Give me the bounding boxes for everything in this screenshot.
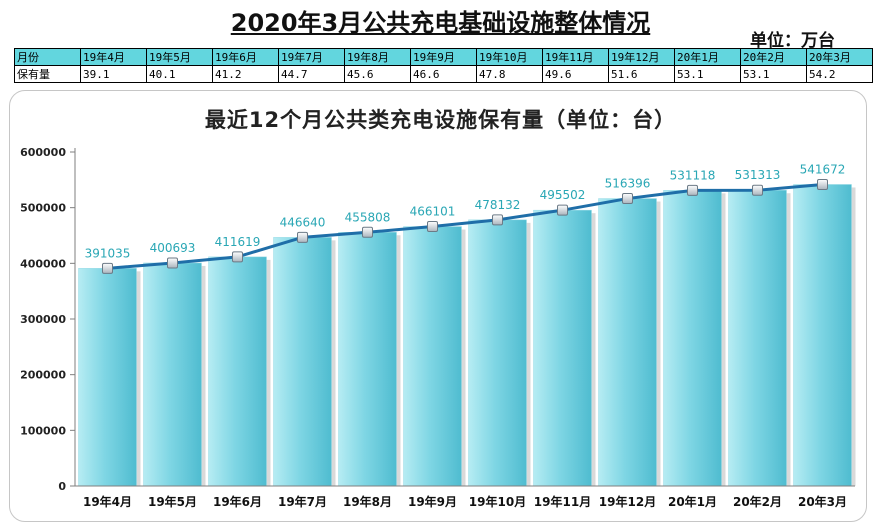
summary-value-cell: 46.6 xyxy=(410,65,477,83)
x-tick-label: 19年4月 xyxy=(83,494,132,509)
chart-title: 最近12个月公共类充电设施保有量（单位：台） xyxy=(204,108,677,132)
summary-value-cell: 40.1 xyxy=(146,65,213,83)
summary-value-cell: 47.8 xyxy=(476,65,543,83)
data-label: 478132 xyxy=(475,198,521,212)
bar-19年5月 xyxy=(143,262,202,487)
summary-value-cell: 44.7 xyxy=(278,65,345,83)
line-marker xyxy=(817,178,828,190)
line-marker xyxy=(167,257,178,269)
bar-20年2月 xyxy=(728,189,787,487)
bar-19年4月 xyxy=(78,268,137,487)
y-tick-label: 200000 xyxy=(20,369,66,382)
trend-line xyxy=(107,182,823,270)
y-tick-label: 600000 xyxy=(20,146,66,159)
data-label: 391035 xyxy=(85,246,131,260)
bar-19年7月 xyxy=(273,237,332,487)
bar-20年1月 xyxy=(663,190,722,487)
line-marker xyxy=(427,221,438,233)
summary-month-cell: 19年11月 xyxy=(542,48,609,66)
bar-19年8月 xyxy=(338,232,397,487)
data-label: 531313 xyxy=(735,168,781,182)
line-marker xyxy=(232,251,243,263)
data-label: 516396 xyxy=(605,177,651,191)
bar-19年11月 xyxy=(533,209,592,487)
line-marker xyxy=(492,214,503,226)
y-tick-label: 500000 xyxy=(20,202,66,215)
unit-label: 单位：万台 xyxy=(750,31,835,51)
bar-19年9月 xyxy=(403,226,462,487)
data-label: 495502 xyxy=(540,188,586,202)
summary-value-cell: 41.2 xyxy=(212,65,279,83)
summary-value-cell: 54.2 xyxy=(806,65,873,83)
data-label: 411619 xyxy=(215,235,261,249)
x-tick-label: 19年11月 xyxy=(534,494,591,509)
summary-value-cell: 39.1 xyxy=(80,65,147,83)
x-tick-label: 20年1月 xyxy=(668,494,717,509)
summary-month-row: 月份 19年4月 19年5月 19年6月 19年7月 19年8月 19年9月 1… xyxy=(14,48,873,66)
x-tick-label: 20年2月 xyxy=(733,494,782,509)
line-marker xyxy=(752,184,763,196)
summary-value-cell: 45.6 xyxy=(344,65,411,83)
summary-month-cell: 19年5月 xyxy=(146,48,213,66)
summary-table: 月份 19年4月 19年5月 19年6月 19年7月 19年8月 19年9月 1… xyxy=(14,48,873,83)
data-label: 541672 xyxy=(800,162,846,176)
line-marker xyxy=(297,231,308,243)
y-tick-label: 100000 xyxy=(20,424,66,437)
x-tick-label: 19年6月 xyxy=(213,494,262,509)
data-label: 400693 xyxy=(150,241,196,255)
data-label: 455808 xyxy=(345,210,391,224)
line-marker xyxy=(622,193,633,205)
x-tick-label: 19年12月 xyxy=(599,494,656,509)
bar-19年12月 xyxy=(598,198,657,487)
summary-value-row: 保有量 39.1 40.1 41.2 44.7 45.6 46.6 47.8 4… xyxy=(14,65,873,83)
data-label: 446640 xyxy=(280,215,326,229)
x-tick-label: 19年10月 xyxy=(469,494,526,509)
x-tick-label: 19年8月 xyxy=(343,494,392,509)
line-marker xyxy=(557,204,568,216)
line-marker xyxy=(102,262,113,274)
x-tick-label: 20年3月 xyxy=(798,494,847,509)
data-label: 531118 xyxy=(670,168,716,182)
bar-20年3月 xyxy=(793,184,852,487)
summary-row-label: 保有量 xyxy=(14,65,81,83)
x-tick-label: 19年9月 xyxy=(408,494,457,509)
line-marker xyxy=(362,226,373,238)
y-tick-label: 300000 xyxy=(20,313,66,326)
summary-value-cell: 51.6 xyxy=(608,65,675,83)
summary-value-cell: 53.1 xyxy=(740,65,807,83)
summary-row-label: 月份 xyxy=(14,48,81,66)
y-tick-label: 400000 xyxy=(20,257,66,270)
data-label: 466101 xyxy=(410,205,456,219)
summary-value-cell: 53.1 xyxy=(674,65,741,83)
summary-value-cell: 49.6 xyxy=(542,65,609,83)
y-tick-label: 0 xyxy=(58,480,66,493)
x-tick-label: 19年5月 xyxy=(148,494,197,509)
summary-month-cell: 19年10月 xyxy=(476,48,543,66)
page-title: 2020年3月公共充电基础设施整体情况 xyxy=(230,9,651,37)
bar-19年10月 xyxy=(468,219,527,487)
bar-19年6月 xyxy=(208,256,267,487)
line-marker xyxy=(687,184,698,196)
x-tick-label: 19年7月 xyxy=(278,494,327,509)
